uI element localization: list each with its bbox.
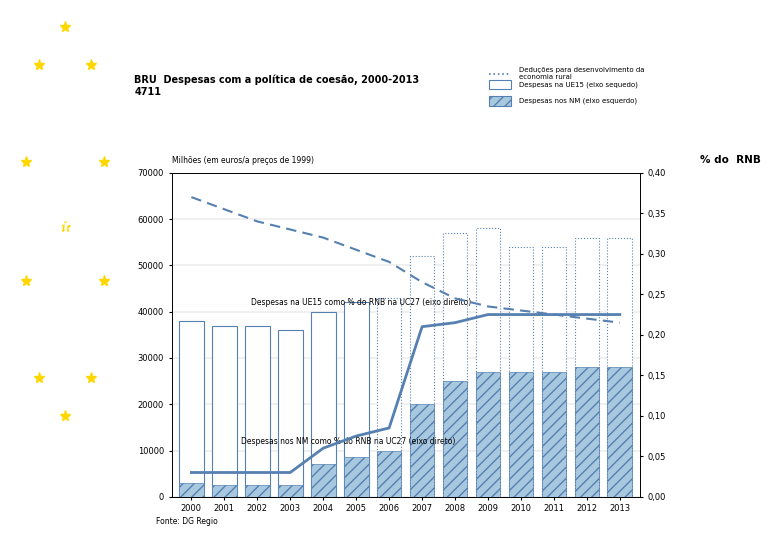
Bar [212, 485, 236, 497]
Text: Despesas nos NM como % do RNB na UC27 (eixo direto): Despesas nos NM como % do RNB na UC27 (e… [241, 437, 456, 445]
Bar [575, 367, 599, 497]
Text: Milhões (em euros/a preços de 1999): Milhões (em euros/a preços de 1999) [172, 156, 314, 165]
Bar [443, 233, 467, 497]
Bar [377, 298, 402, 497]
Bar [575, 238, 599, 497]
Bar [179, 321, 204, 497]
Text: Dezembro 2004
PT: Dezembro 2004 PT [678, 12, 767, 33]
Text: Terceiro
Relatório
sobre a
Coesão: Terceiro Relatório sobre a Coesão [26, 175, 105, 257]
Bar [245, 485, 270, 497]
Text: 4711: 4711 [134, 87, 161, 97]
Text: Deduções para desenvolvimento da
economia rural: Deduções para desenvolvimento da economi… [519, 67, 644, 80]
Bar [410, 404, 434, 497]
Text: Política Regional: Política Regional [144, 44, 241, 57]
Text: PT: PT [57, 63, 73, 72]
Bar [489, 96, 511, 105]
Bar [311, 312, 335, 497]
Bar [509, 247, 534, 497]
Bar [489, 79, 511, 89]
Bar [541, 247, 566, 497]
Bar [344, 302, 368, 497]
Text: % do  RNB: % do RNB [700, 154, 760, 165]
Bar [476, 372, 500, 497]
Bar [179, 483, 204, 497]
Bar [608, 238, 632, 497]
Bar [311, 464, 335, 497]
Text: Despesas na UE15 como % do RNB na UC27 (eixo direito): Despesas na UE15 como % do RNB na UC27 (… [250, 298, 471, 307]
Bar [278, 485, 303, 497]
Bar [245, 326, 270, 497]
Text: COMISSÃO EUROPEIA: COMISSÃO EUROPEIA [144, 17, 326, 32]
Text: BRU  Despesas com a política de coesão, 2000-2013: BRU Despesas com a política de coesão, 2… [134, 75, 420, 85]
Bar [410, 256, 434, 497]
Bar [509, 372, 534, 497]
Text: 6: 6 [61, 508, 69, 521]
Bar [476, 228, 500, 497]
Bar [541, 372, 566, 497]
Bar [443, 381, 467, 497]
Text: Despesas nos NM (eixo esquerdo): Despesas nos NM (eixo esquerdo) [519, 98, 637, 104]
Bar [212, 326, 236, 497]
Bar [278, 330, 303, 497]
Text: Fonte: DG Regio: Fonte: DG Regio [156, 517, 218, 526]
Bar [608, 367, 632, 497]
Bar [377, 450, 402, 497]
Bar [344, 457, 368, 497]
Text: Despesas na UE15 (eixo sequedo): Despesas na UE15 (eixo sequedo) [519, 81, 638, 87]
